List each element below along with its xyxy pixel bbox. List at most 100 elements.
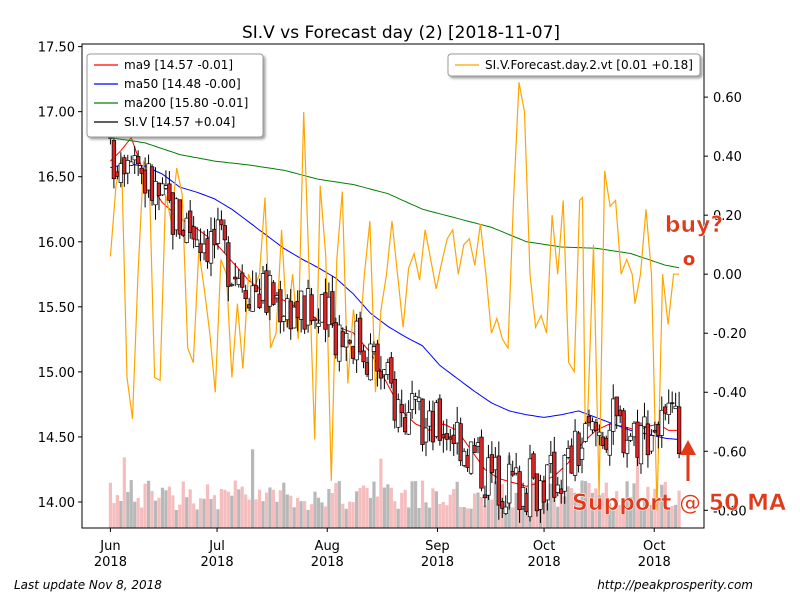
y-left-tick-label: 16.00 (38, 236, 75, 251)
candle-body (330, 291, 335, 325)
volume-bar (126, 491, 130, 528)
candle-body (475, 442, 481, 447)
volume-bar (403, 489, 407, 528)
y-right-tick-label: 0.40 (713, 150, 742, 165)
candle-body (638, 425, 644, 465)
candle-body (250, 285, 255, 312)
volume-bar (653, 488, 657, 528)
volume-bar (393, 501, 397, 528)
volume-bar (646, 486, 650, 528)
volume-bar (313, 491, 317, 528)
series-line-ma50 (110, 163, 680, 440)
volume-bar (493, 481, 497, 528)
candle-body (319, 294, 325, 323)
candle-body (513, 467, 519, 474)
candle-body (288, 300, 293, 330)
candle-body (271, 282, 276, 305)
footer-source-url: http://peakprosperity.com (597, 578, 753, 592)
volume-bar (136, 497, 140, 528)
legend-left: ma9 [14.57 -0.01] ma50 [14.48 -0.00] ma200… (86, 53, 264, 138)
candle-body (496, 455, 501, 506)
candle-body (146, 163, 151, 191)
candle-body (441, 434, 446, 439)
volume-bar (230, 495, 234, 528)
volume-bar (465, 508, 470, 528)
candle-body (541, 481, 547, 503)
volume-bar (341, 503, 345, 528)
volume-bar (504, 507, 508, 528)
candle-body (628, 435, 633, 441)
volume-bar (483, 505, 487, 528)
candle-body (337, 324, 342, 362)
volume-bar (490, 499, 494, 528)
candle-body (555, 484, 560, 493)
volume-bar (448, 494, 452, 528)
volume-bar (268, 487, 272, 528)
volume-bar (192, 503, 196, 528)
volume-bar (559, 488, 563, 528)
candle-body (118, 163, 123, 183)
volume-bar (257, 489, 262, 528)
volume-bar (372, 481, 376, 528)
candle-body (233, 276, 238, 280)
candle-body (604, 437, 609, 450)
candle-body (614, 396, 619, 417)
volume-bar (407, 507, 411, 528)
candle-body (586, 415, 592, 424)
volume-bar (413, 481, 418, 528)
volume-bar (535, 508, 539, 528)
volume-bar (122, 457, 126, 528)
candle-body (309, 294, 314, 322)
volume-bar (476, 492, 480, 528)
volume-bar (178, 504, 182, 528)
candle-body (267, 275, 273, 307)
volume-bar (198, 498, 203, 528)
candle-body (368, 343, 373, 381)
volume-bar (174, 509, 178, 528)
candle-body (458, 423, 463, 462)
candle-body (576, 432, 581, 466)
candle-body (160, 183, 165, 196)
candle-body (139, 167, 144, 174)
volume-bar (164, 490, 168, 528)
candle-body (510, 470, 515, 476)
y-right-tick-label: -0.80 (713, 504, 747, 519)
volume-bar (479, 497, 484, 528)
candle-body (649, 435, 654, 452)
volume-bar (382, 487, 386, 528)
volume-bar (615, 491, 619, 528)
candle-body (645, 423, 651, 456)
candle-body (302, 295, 307, 330)
candle-body (351, 346, 356, 359)
volume-bar (309, 504, 314, 528)
volume-bar (334, 483, 338, 528)
candle-body (354, 320, 359, 361)
volume-bar (299, 501, 303, 528)
candle-body (659, 409, 664, 436)
candle-body (299, 290, 304, 320)
volume-bar (622, 505, 626, 528)
volume-bar (303, 501, 307, 528)
y-axis-left: 14.00 14.50 15.00 15.50 16.00 16.50 17.00 17.50 (38, 41, 82, 511)
volume-bar (642, 498, 647, 528)
volume-bar (233, 480, 237, 528)
candle-body (434, 402, 439, 437)
y-left-tick-label: 14.00 (38, 496, 75, 511)
candle-body (236, 278, 241, 286)
volume-bar (278, 490, 282, 528)
candle-body (219, 219, 224, 226)
volume-bar (355, 491, 359, 528)
candle-body (406, 412, 411, 435)
volume-bar (608, 503, 612, 528)
volume-bar (358, 488, 362, 528)
volume-bar (254, 499, 258, 528)
volume-bar (327, 488, 331, 528)
candle-body (427, 410, 432, 427)
candle-body (673, 405, 678, 410)
candle-body (507, 463, 512, 504)
volume-bar (455, 481, 459, 528)
volume-bar (167, 486, 171, 528)
candle-body (559, 488, 564, 494)
y-right-tick-label: 0.20 (713, 209, 742, 224)
